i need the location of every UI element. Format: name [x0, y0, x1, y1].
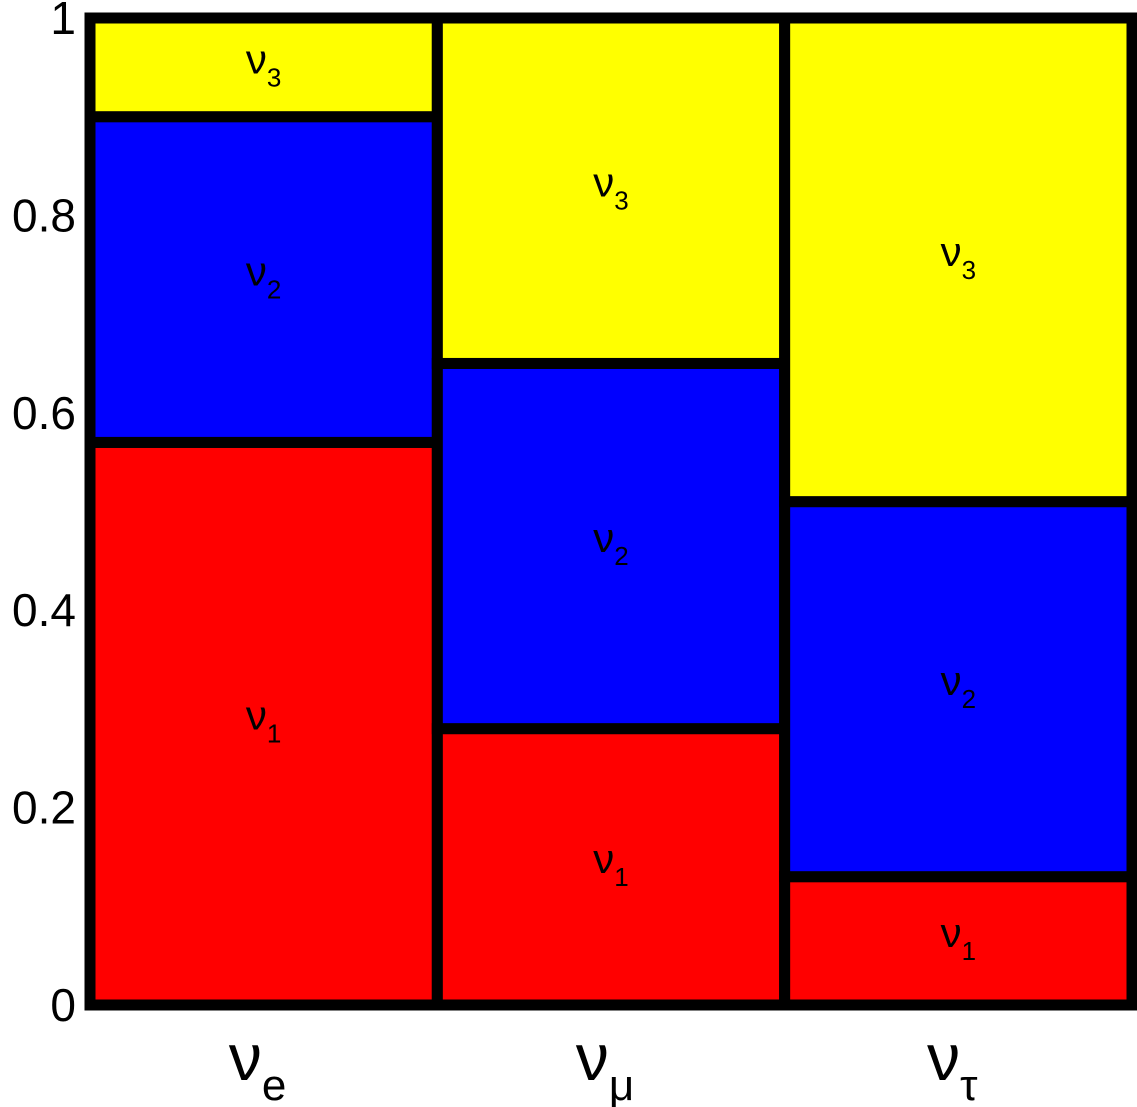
x-axis-category-labels: νe νμ ντ — [229, 1020, 978, 1107]
y-tick-label: 0.8 — [12, 189, 76, 241]
bar-segment-1-1 — [84, 436, 443, 1011]
segment-label-2-3: ν3 — [593, 159, 628, 216]
x-category-label-3-symbol: ν — [927, 1020, 960, 1094]
segment-label-1-2-symbol: ν — [246, 248, 267, 295]
segment-label-1-1-symbol: ν — [246, 692, 267, 739]
segment-label-1-3-subscript: 3 — [267, 62, 281, 92]
x-category-label-2-symbol: ν — [576, 1020, 609, 1094]
y-axis-tick-labels: 0 0.2 0.4 0.6 0.8 1 — [12, 0, 76, 1031]
segment-label-1-3-symbol: ν — [246, 35, 267, 82]
segment-label-1-3: ν3 — [246, 35, 281, 92]
segment-label-2-2-subscript: 2 — [614, 541, 628, 571]
bar-segment-1-3 — [84, 12, 443, 123]
y-tick-label: 0.6 — [12, 387, 76, 439]
segment-label-3-1: ν1 — [941, 909, 976, 966]
y-tick-label: 0.2 — [12, 782, 76, 834]
bar-segment-3-2 — [779, 496, 1137, 883]
x-category-label-1: νe — [229, 1020, 286, 1107]
x-category-label-2: νμ — [576, 1020, 634, 1107]
segment-label-3-2-symbol: ν — [941, 657, 962, 704]
segment-label-2-1-symbol: ν — [593, 835, 614, 882]
segment-label-2-1: ν1 — [593, 835, 628, 892]
segment-label-3-2-subscript: 2 — [962, 684, 976, 714]
segment-label-2-3-subscript: 3 — [614, 186, 628, 216]
x-category-label-1-subscript: e — [262, 1061, 286, 1107]
y-tick-label: 0 — [50, 979, 76, 1031]
segment-label-3-1-subscript: 1 — [962, 936, 976, 966]
bar-segment-3-3 — [779, 12, 1137, 508]
segment-label-2-2: ν2 — [593, 514, 628, 571]
bar-segment-2-3 — [431, 12, 791, 369]
bar-segment-3-1 — [779, 871, 1137, 1011]
segment-label-2-3-symbol: ν — [593, 159, 614, 206]
segment-label-1-1: ν1 — [246, 692, 281, 749]
y-tick-label: 0.4 — [12, 584, 76, 636]
bar-segment-2-2 — [431, 357, 791, 735]
x-category-label-2-subscript: μ — [609, 1061, 634, 1107]
segment-label-3-3: ν3 — [941, 228, 976, 285]
segment-label-3-2: ν2 — [941, 657, 976, 714]
x-category-label-1-symbol: ν — [229, 1020, 262, 1094]
y-tick-label: 1 — [50, 0, 76, 44]
segment-label-1-2-subscript: 2 — [267, 275, 281, 305]
x-category-label-3: ντ — [927, 1020, 978, 1107]
x-category-label-3-subscript: τ — [960, 1061, 978, 1107]
stacked-bars — [84, 12, 1137, 1011]
segment-label-3-1-symbol: ν — [941, 909, 962, 956]
segment-label-2-2-symbol: ν — [593, 514, 614, 561]
bar-segment-1-2 — [84, 111, 443, 448]
segment-label-3-3-subscript: 3 — [962, 255, 976, 285]
segment-label-1-1-subscript: 1 — [267, 719, 281, 749]
segment-label-3-3-symbol: ν — [941, 228, 962, 275]
segment-label-2-1-subscript: 1 — [614, 862, 628, 892]
segment-label-1-2: ν2 — [246, 248, 281, 305]
